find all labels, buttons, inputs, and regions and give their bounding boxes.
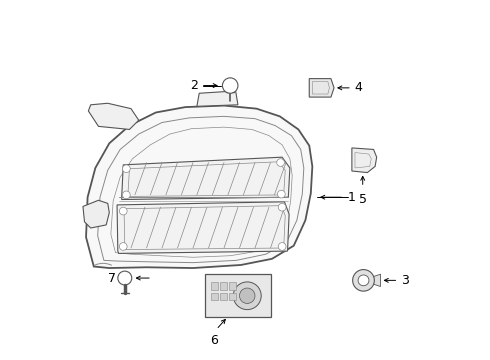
Polygon shape — [352, 148, 377, 172]
Bar — [205, 274, 270, 316]
Bar — [286, 201, 294, 208]
Bar — [229, 282, 236, 289]
Circle shape — [277, 190, 285, 198]
Text: 1: 1 — [348, 191, 356, 204]
Polygon shape — [117, 202, 289, 253]
Circle shape — [278, 243, 286, 250]
Circle shape — [233, 282, 261, 310]
Polygon shape — [83, 200, 109, 228]
Circle shape — [240, 288, 255, 303]
Circle shape — [122, 191, 130, 199]
Text: 3: 3 — [401, 274, 409, 287]
Bar — [286, 174, 294, 181]
Polygon shape — [373, 274, 381, 287]
Circle shape — [122, 165, 130, 172]
Circle shape — [353, 270, 374, 291]
Bar — [229, 293, 236, 300]
Polygon shape — [197, 91, 238, 106]
Circle shape — [277, 159, 285, 166]
Circle shape — [222, 78, 238, 93]
Polygon shape — [309, 78, 334, 97]
Text: 5: 5 — [359, 193, 367, 206]
Bar — [87, 206, 104, 220]
Circle shape — [358, 275, 369, 286]
Circle shape — [278, 203, 286, 211]
Bar — [220, 282, 227, 289]
Polygon shape — [122, 157, 290, 199]
Circle shape — [118, 271, 132, 285]
Circle shape — [120, 243, 127, 250]
Text: 4: 4 — [354, 81, 362, 94]
Bar — [220, 293, 227, 300]
Polygon shape — [88, 103, 139, 130]
Circle shape — [120, 207, 127, 215]
Bar — [96, 112, 113, 123]
Bar — [211, 282, 218, 289]
Bar — [211, 293, 218, 300]
Text: 2: 2 — [190, 79, 197, 92]
Polygon shape — [86, 105, 312, 268]
Text: 6: 6 — [210, 334, 218, 347]
Text: 7: 7 — [107, 271, 116, 284]
